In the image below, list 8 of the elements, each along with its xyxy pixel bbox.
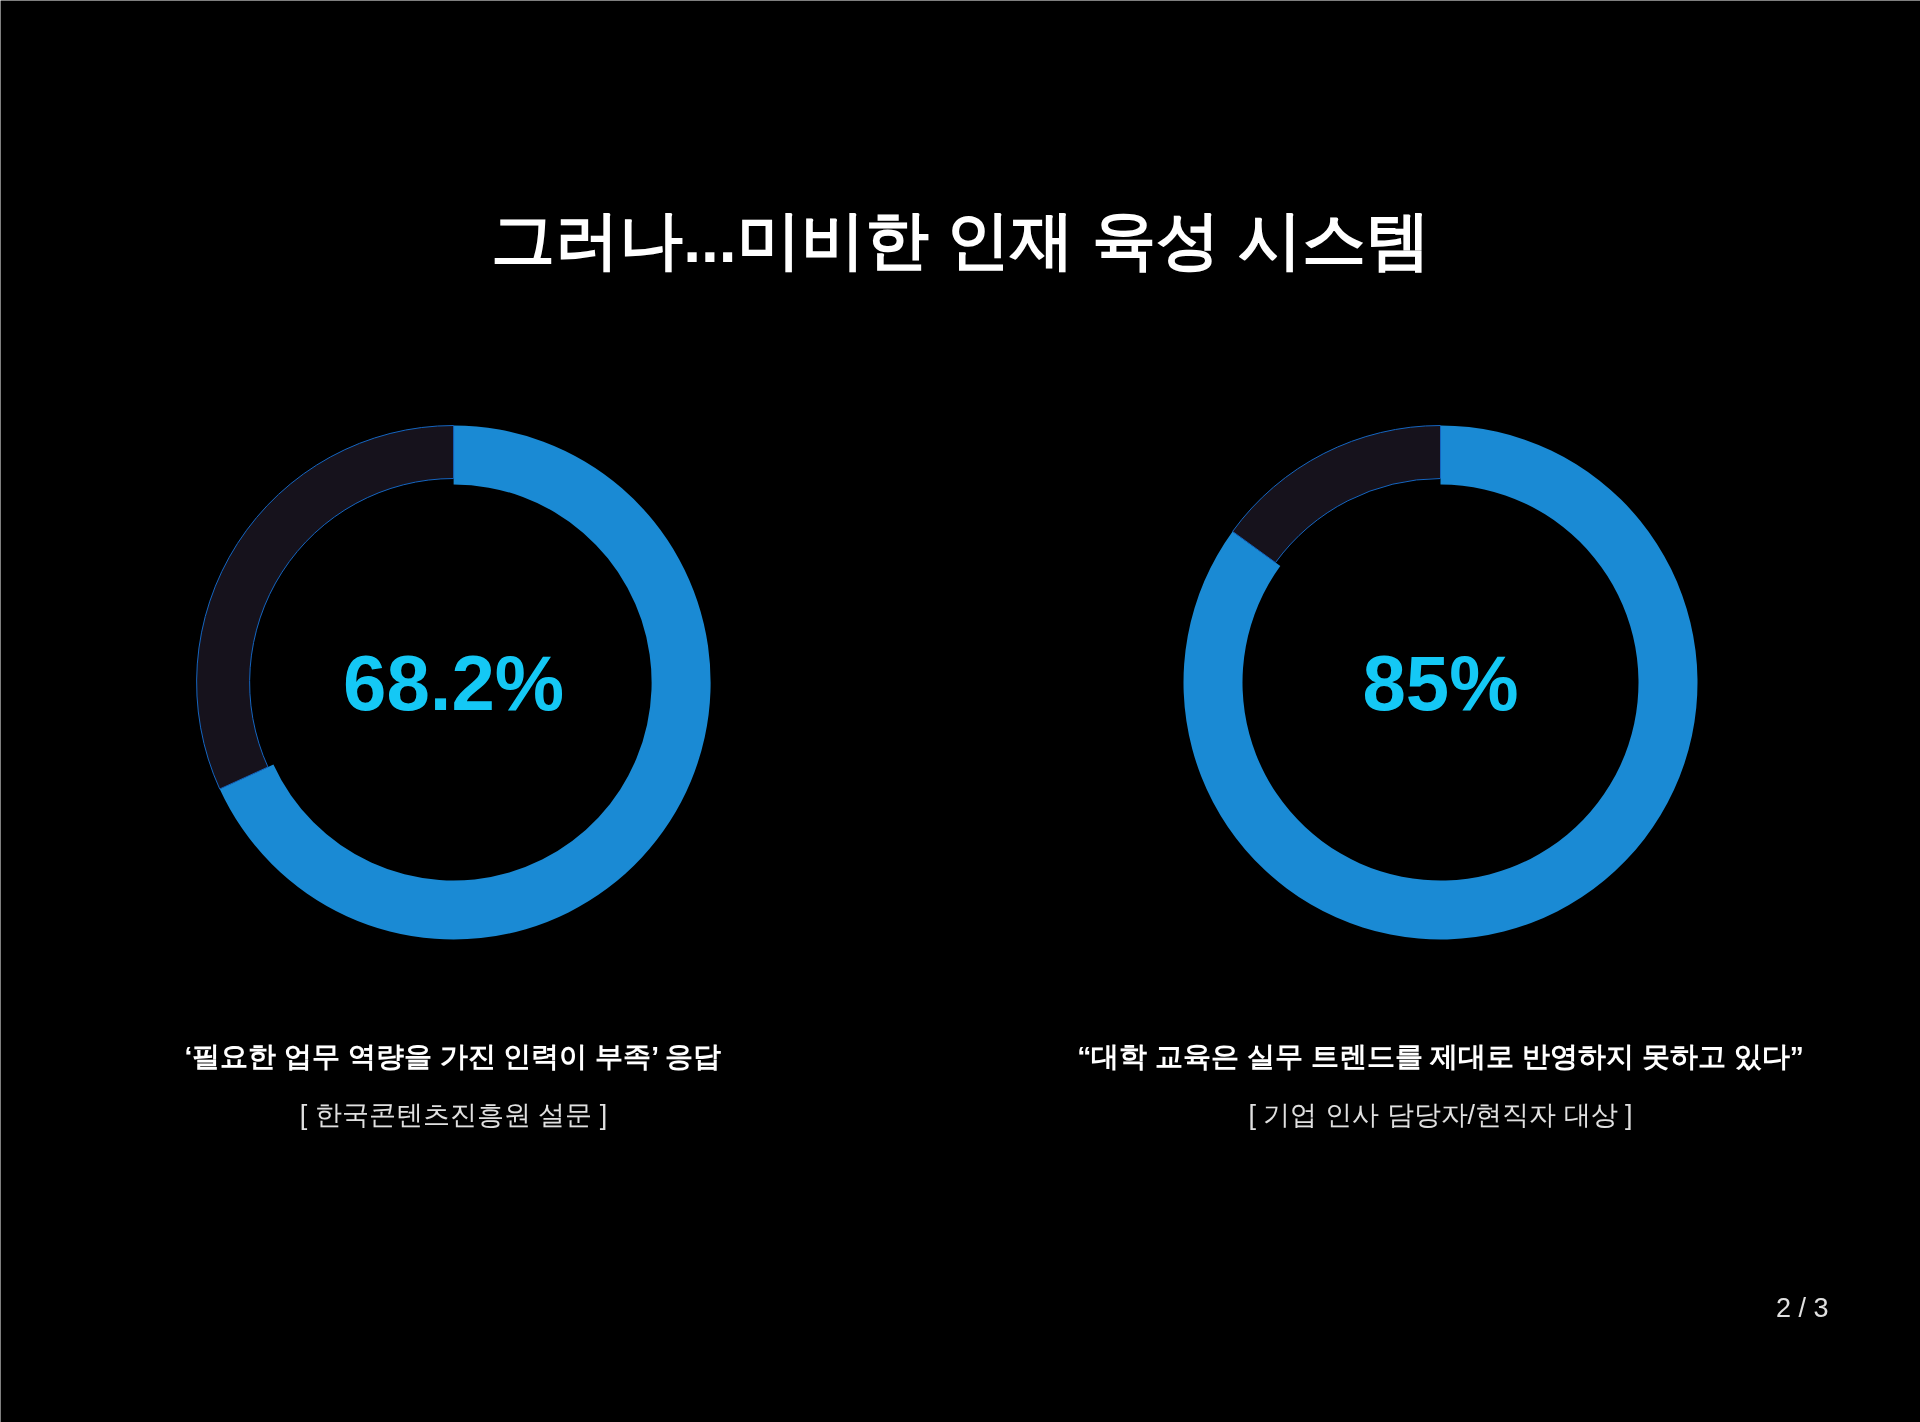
text: [ 기업 인사 담당자/현직자 대상 ] xyxy=(1248,1099,1633,1130)
text: 85% xyxy=(1362,638,1519,727)
text: 그러나...미비한 인재 육성 시스템 xyxy=(491,203,1430,276)
text: 68.2% xyxy=(343,638,565,727)
text: 2 / 3 xyxy=(1775,1292,1829,1323)
text: “대학 교육은 실무 트렌드를 제대로 반영하지 못하고 있다” xyxy=(1077,1041,1804,1072)
text: [ 한국콘텐츠진흥원 설문 ] xyxy=(299,1099,608,1130)
text: ‘필요한 업무 역량을 가진 인력이 부족’ 응답 xyxy=(184,1041,722,1072)
